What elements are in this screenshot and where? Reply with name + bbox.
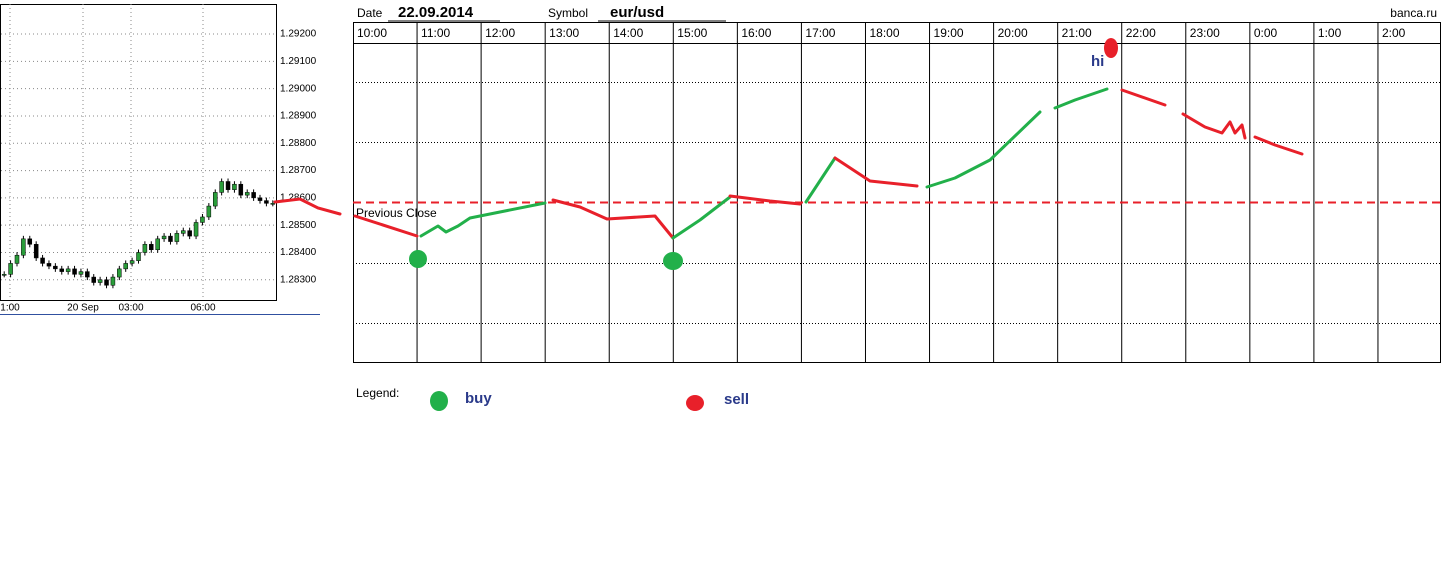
- x-tick-label: 06:00: [190, 303, 215, 314]
- hour-label: 12:00: [485, 26, 515, 40]
- candle: [187, 230, 192, 237]
- grid-rows: [353, 82, 1440, 324]
- hi-label: hi: [1091, 53, 1104, 70]
- candle: [232, 183, 237, 190]
- candle: [123, 263, 128, 270]
- y-tick-label: 1.28900: [280, 111, 317, 122]
- legend-title: Legend:: [356, 386, 399, 400]
- hour-label: 17:00: [805, 26, 835, 40]
- candle: [193, 222, 199, 237]
- hour-label: 10:00: [357, 26, 387, 40]
- hour-label: 22:00: [1126, 26, 1156, 40]
- grid-columns: 10:00 11:00 12:00 13:00 14:00 15:00 16:00 17:00…: [357, 22, 1406, 362]
- candle: [212, 192, 218, 207]
- candle: [53, 265, 58, 270]
- sketch: [353, 87, 1304, 240]
- date: 22.09.2014: [398, 4, 474, 21]
- buy-marker: [409, 250, 427, 268]
- y-tick-label: 1.28400: [280, 247, 317, 258]
- hour-label: 0:00: [1254, 26, 1278, 40]
- candle: [72, 268, 77, 275]
- hour-label: 13:00: [549, 26, 579, 40]
- grid-frame: [353, 22, 1441, 363]
- candle: [238, 183, 244, 196]
- hour-label: 18:00: [869, 26, 899, 40]
- sell-marker: [1104, 38, 1118, 58]
- candle: [104, 279, 109, 286]
- candle: [161, 235, 167, 240]
- site: banca.ru: [1390, 6, 1437, 20]
- candle: [206, 205, 212, 218]
- hour-label: 20:00: [998, 26, 1028, 40]
- candle: [136, 252, 141, 261]
- candle: [65, 268, 71, 272]
- candle: [8, 263, 13, 275]
- candle: [1, 274, 7, 276]
- candle: [174, 233, 180, 242]
- date-label: Date: [357, 6, 383, 20]
- candle: [91, 276, 96, 283]
- hour-label: 1:00: [1318, 26, 1342, 40]
- symbol: eur/usd: [610, 4, 664, 21]
- hour-label: 15:00: [677, 26, 707, 40]
- sketch-line: [273, 197, 342, 216]
- candle: [219, 181, 224, 193]
- legend-buy-marker: [430, 391, 448, 411]
- y-tick-label: 1.28500: [280, 220, 317, 231]
- hour-label: 16:00: [741, 26, 771, 40]
- y-tick-label: 1.29100: [280, 56, 317, 67]
- candle: [244, 192, 250, 196]
- y-tick-label: 1.29200: [280, 29, 317, 40]
- candle: [155, 238, 160, 251]
- candle: [225, 181, 231, 190]
- y-tick-label: 1.28800: [280, 138, 317, 149]
- candle: [149, 244, 154, 251]
- candle: [14, 254, 20, 264]
- legend-sell: sell: [724, 391, 749, 408]
- candle: [97, 279, 103, 283]
- y-tick-label: 1.29000: [280, 83, 317, 94]
- candle: [59, 268, 65, 272]
- y-tick-label: 1.28700: [280, 165, 317, 176]
- hour-label: 19:00: [934, 26, 964, 40]
- legend-sell-marker: [686, 395, 704, 411]
- candle: [270, 203, 276, 205]
- candle: [27, 238, 33, 245]
- x-tick-label: 20 Sep: [67, 303, 99, 314]
- x-tick-label: 1:00: [0, 303, 20, 314]
- candle: [78, 271, 84, 275]
- candle: [168, 235, 173, 242]
- y-tick-label: 1.28300: [280, 274, 317, 285]
- x-tick-label: 03:00: [118, 303, 143, 314]
- candle: [200, 216, 205, 223]
- hour-label: 21:00: [1062, 26, 1092, 40]
- candle: [264, 200, 269, 204]
- mini-chart: 1.29200 1.29100 1.29000 1.28900 1.28800 1.287…: [0, 4, 317, 314]
- candle: [85, 271, 90, 278]
- legend-buy: buy: [465, 390, 492, 407]
- symbol-label: Symbol: [548, 6, 588, 20]
- candle: [251, 192, 256, 199]
- hour-label: 23:00: [1190, 26, 1220, 40]
- candle: [129, 260, 135, 264]
- previous-close-label: Previous Close: [356, 206, 437, 220]
- candle: [33, 244, 39, 259]
- candle: [117, 268, 122, 278]
- hour-label: 2:00: [1382, 26, 1406, 40]
- candle: [110, 276, 116, 286]
- hour-label: 11:00: [421, 26, 450, 40]
- candle: [257, 197, 263, 201]
- candle: [40, 257, 45, 264]
- candle: [181, 230, 186, 234]
- candle: [142, 244, 148, 253]
- candle: [46, 263, 52, 267]
- buy-marker: [663, 252, 683, 270]
- hour-label: 14:00: [613, 26, 643, 40]
- candle: [21, 238, 26, 256]
